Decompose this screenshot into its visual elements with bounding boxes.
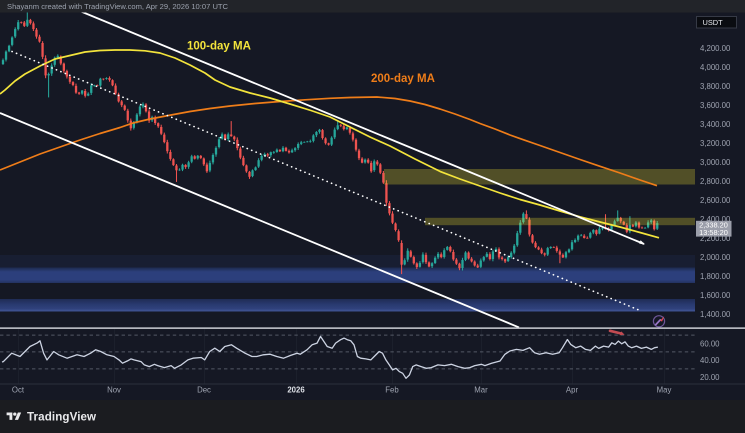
svg-text:2,400.00: 2,400.00 xyxy=(700,215,731,224)
svg-text:Shayanm created with TradingVi: Shayanm created with TradingView.com, Ap… xyxy=(7,2,229,11)
svg-text:4,000.00: 4,000.00 xyxy=(700,63,731,72)
svg-text:4,200.00: 4,200.00 xyxy=(700,44,731,53)
svg-text:TradingView: TradingView xyxy=(27,410,97,423)
svg-text:2,338.20: 2,338.20 xyxy=(699,221,728,230)
svg-text:2,000.00: 2,000.00 xyxy=(700,253,731,262)
svg-text:Oct: Oct xyxy=(12,386,25,395)
svg-text:1,400.00: 1,400.00 xyxy=(700,310,731,319)
svg-text:2,800.00: 2,800.00 xyxy=(700,177,731,186)
svg-text:Dec: Dec xyxy=(197,386,211,395)
svg-text:13:58:20: 13:58:20 xyxy=(699,228,728,237)
svg-text:40.00: 40.00 xyxy=(700,356,720,365)
svg-text:1,600.00: 1,600.00 xyxy=(700,291,731,300)
svg-text:Mar: Mar xyxy=(474,386,488,395)
svg-text:3,400.00: 3,400.00 xyxy=(700,120,731,129)
svg-text:60.00: 60.00 xyxy=(700,339,720,348)
svg-text:USDT: USDT xyxy=(703,18,724,27)
svg-text:Nov: Nov xyxy=(107,386,121,395)
svg-text:20.00: 20.00 xyxy=(700,373,720,382)
svg-text:Apr: Apr xyxy=(566,386,579,395)
svg-text:3,800.00: 3,800.00 xyxy=(700,82,731,91)
svg-text:3,600.00: 3,600.00 xyxy=(700,101,731,110)
svg-text:3,000.00: 3,000.00 xyxy=(700,158,731,167)
svg-text:2026: 2026 xyxy=(287,386,305,395)
svg-text:Feb: Feb xyxy=(385,386,399,395)
svg-text:2,200.00: 2,200.00 xyxy=(700,234,731,243)
svg-text:100-day MA: 100-day MA xyxy=(187,41,251,53)
svg-text:2,600.00: 2,600.00 xyxy=(700,196,731,205)
svg-text:3,200.00: 3,200.00 xyxy=(700,139,731,148)
svg-text:1,800.00: 1,800.00 xyxy=(700,272,731,281)
svg-text:200-day MA: 200-day MA xyxy=(371,73,435,85)
svg-text:May: May xyxy=(657,386,672,395)
